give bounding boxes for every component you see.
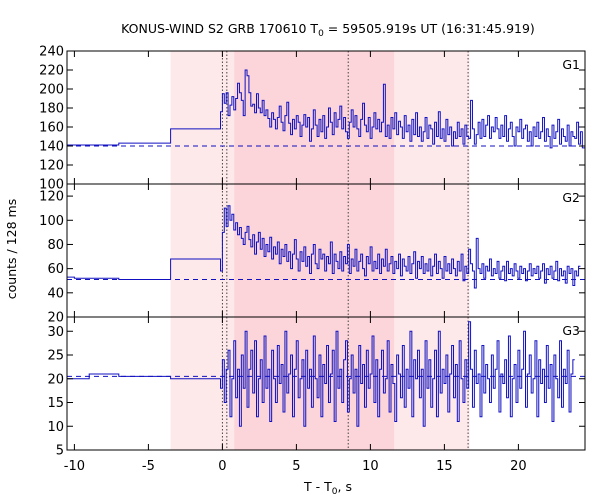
y-tick-label: 10: [47, 420, 64, 435]
x-tick-label: 10: [362, 459, 379, 474]
y-tick-label: 200: [39, 83, 64, 98]
x-tick-label: 5: [292, 459, 300, 474]
title-prefix: KONUS-WIND S2 GRB 170610 T: [121, 21, 318, 36]
y-tick-label: 60: [47, 262, 64, 277]
light-curve-g2: [67, 205, 581, 289]
panel-frame: [66, 316, 586, 451]
xlabel-suffix: , s: [338, 479, 352, 494]
y-tick-label: 25: [47, 349, 64, 364]
x-tick-label: 20: [510, 459, 527, 474]
y-axis-label: counts / 128 ms: [4, 199, 19, 299]
y-tick-label: 220: [39, 64, 64, 79]
y-tick-label: 100: [39, 214, 64, 229]
y-tick-label: 180: [39, 102, 64, 117]
y-tick-label: 15: [47, 396, 64, 411]
light-curve-g3: [67, 321, 575, 427]
y-tick-label: 20: [47, 372, 64, 387]
panels-group: 100120140160180200220240G120406080100120…: [39, 45, 586, 474]
y-tick-label: 80: [47, 238, 64, 253]
x-tick-label: 0: [218, 459, 226, 474]
y-tick-label: 100: [39, 178, 64, 193]
y-tick-label: 5: [56, 444, 64, 459]
panel-label: G1: [562, 57, 580, 72]
x-tick-label: -5: [142, 459, 155, 474]
title-subscript: 0: [318, 29, 324, 39]
panel-label: G2: [562, 190, 580, 205]
y-tick-label: 40: [47, 286, 64, 301]
title-suffix: = 59505.919s UT (16:31:45.919): [324, 21, 535, 36]
light-curve-g1: [67, 69, 585, 149]
x-axis-label: T - T0, s: [303, 479, 352, 497]
chart-title: KONUS-WIND S2 GRB 170610 T0 = 59505.919s…: [121, 21, 535, 39]
y-tick-label: 120: [39, 190, 64, 205]
panel-g1: 100 120 140 160 180 200 220 240 G1: [39, 45, 586, 193]
shaded-interval-2: [234, 317, 395, 450]
y-tick-label: 240: [39, 45, 64, 60]
y-tick-label: 20: [47, 311, 64, 326]
y-tick-label: 120: [39, 159, 64, 174]
x-tick-label: -10: [64, 459, 85, 474]
y-tick-label: 160: [39, 121, 64, 136]
panel-label: G3: [562, 323, 580, 338]
xlabel-prefix: T - T: [303, 479, 332, 494]
shaded-interval-2: [234, 51, 395, 184]
y-tick-label: 30: [47, 325, 64, 340]
panel-g3: 5 10 15 20 25 30 -10 -5 0 5 10 15 20 G3: [47, 316, 586, 474]
shaded-interval-2: [234, 184, 395, 317]
y-tick-label: 140: [39, 140, 64, 155]
xlabel-subscript: 0: [332, 487, 338, 497]
x-tick-label: 15: [436, 459, 453, 474]
panel-g2: 20 40 60 80 100 120 G2: [39, 183, 586, 326]
